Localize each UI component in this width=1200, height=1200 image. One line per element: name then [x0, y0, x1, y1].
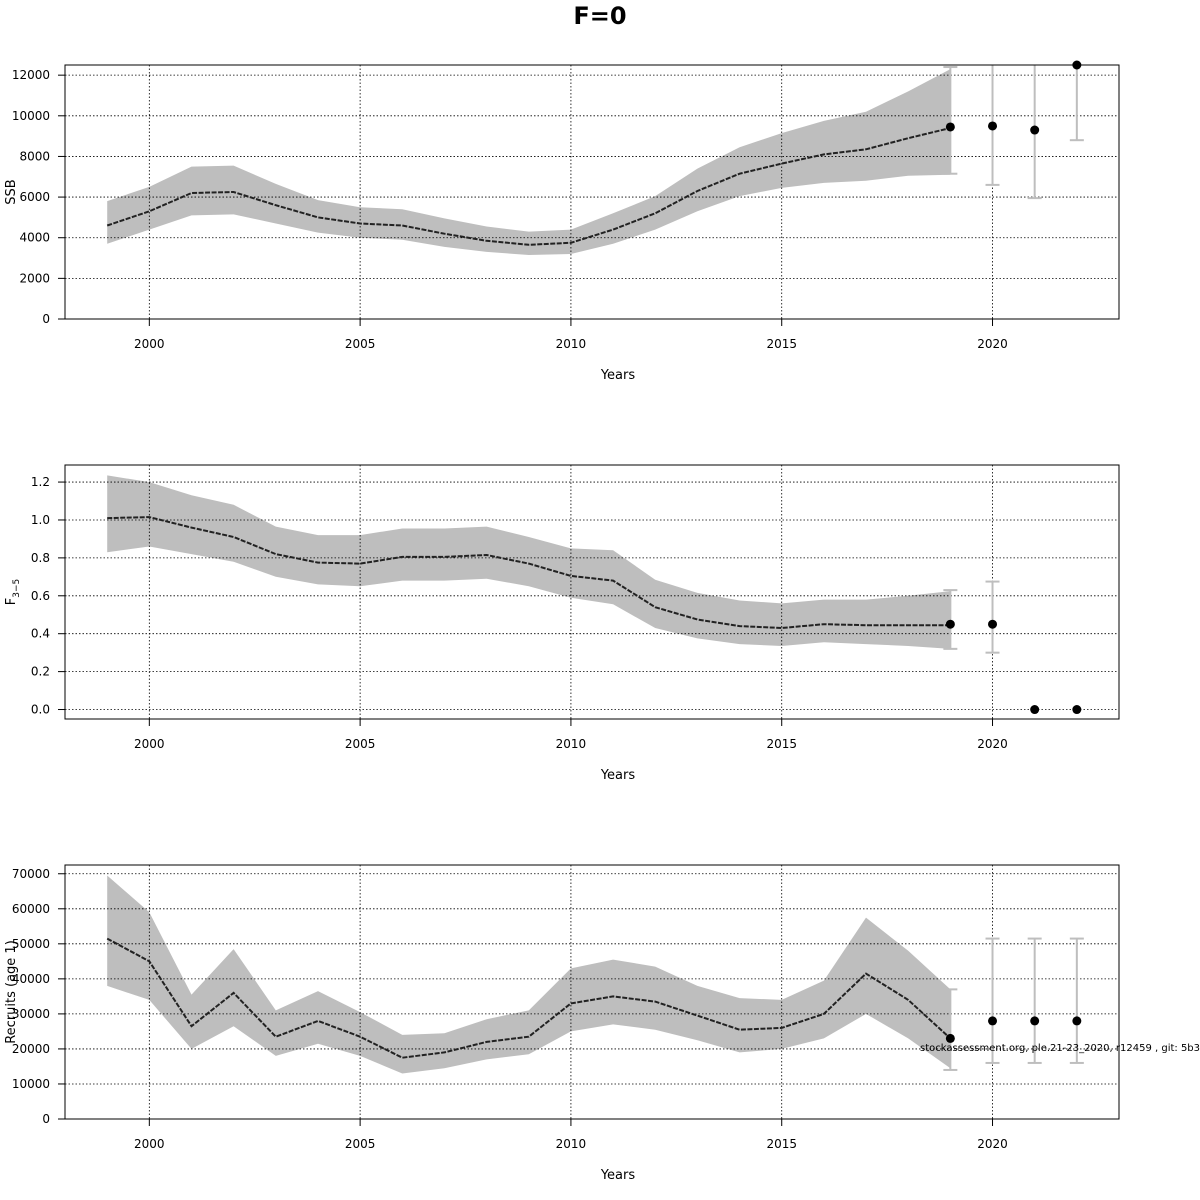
y-tick-label: 0.0 — [31, 703, 50, 717]
y-axis-label: F3−5 — [4, 579, 22, 605]
x-tick-label: 2005 — [345, 737, 376, 751]
y-tick-label: 0.2 — [31, 665, 50, 679]
footnote: stockassessment.org, ple.21-23_2020, r12… — [920, 1043, 1200, 1054]
y-axis-label: SSB — [4, 179, 19, 204]
y-tick-label: 0.6 — [31, 589, 50, 603]
estimate-line — [106, 127, 951, 246]
confidence-band — [107, 875, 951, 1074]
panel-1: 2000 2005 2010 2015 2020 0 2000 4000 6000 8000 100… — [4, 60, 1120, 383]
x-axis-label: Years — [600, 768, 636, 783]
forecast-point — [945, 619, 955, 629]
x-tick-label: 2000 — [134, 337, 165, 351]
panel-2: 2000 2005 2010 2015 2020 0.0 0.2 0.4 0.6 0.8 1.0 1.… — [4, 464, 1120, 783]
x-tick-label: 2020 — [977, 737, 1008, 751]
y-axis-label-main: F — [4, 598, 19, 605]
x-tick-label: 2005 — [345, 1137, 376, 1151]
x-tick-label: 2010 — [556, 737, 587, 751]
forecast-point — [988, 121, 998, 131]
x-tick-label: 2010 — [556, 1137, 587, 1151]
y-tick-label: 4000 — [19, 231, 50, 245]
y-tick-label: 0.8 — [31, 551, 50, 565]
y-tick-label: 60000 — [12, 902, 50, 916]
x-tick-label: 2000 — [134, 737, 165, 751]
y-axis-label: Recruits (age 1) — [4, 940, 19, 1044]
y-axis-label-main: Recruits (age 1) — [4, 940, 19, 1044]
y-tick-label: 6000 — [19, 190, 50, 204]
y-tick-label: 50000 — [12, 937, 50, 951]
forecast-point — [945, 1033, 955, 1043]
x-tick-label: 2000 — [134, 1137, 165, 1151]
x-tick-label: 2010 — [556, 337, 587, 351]
x-tick-label: 2015 — [766, 1137, 797, 1151]
forecast-point — [1072, 705, 1082, 715]
plot-frame — [64, 64, 1120, 320]
y-tick-label: 8000 — [19, 149, 50, 163]
y-tick-label: 1.2 — [31, 475, 50, 489]
y-tick-label: 10000 — [12, 109, 50, 123]
y-axis-label-subscript: 3−5 — [12, 579, 22, 598]
forecast-point — [1030, 1016, 1040, 1026]
y-tick-label: 40000 — [12, 972, 50, 986]
forecast-point — [988, 1016, 998, 1026]
y-tick-label: 0.4 — [31, 627, 50, 641]
x-tick-label: 2005 — [345, 337, 376, 351]
forecast-point — [1030, 125, 1040, 135]
forecast-point — [945, 122, 955, 132]
forecast-point — [1072, 1016, 1082, 1026]
y-axis-label-main: SSB — [4, 179, 19, 204]
y-tick-label: 0 — [42, 312, 50, 326]
x-tick-label: 2020 — [977, 337, 1008, 351]
y-tick-label: 30000 — [12, 1007, 50, 1021]
x-axis-label: Years — [600, 1168, 636, 1183]
plot-frame — [64, 864, 1120, 1120]
y-tick-label: 12000 — [12, 68, 50, 82]
forecast-point — [988, 619, 998, 629]
y-tick-label: 10000 — [12, 1077, 50, 1091]
y-tick-label: 1.0 — [31, 513, 50, 527]
x-tick-label: 2015 — [766, 737, 797, 751]
x-axis-label: Years — [600, 368, 636, 383]
x-tick-label: 2015 — [766, 337, 797, 351]
plot-frame — [64, 464, 1120, 720]
panel-3: 2000 2005 2010 2015 2020 0 10000 20000 30000 4000… — [4, 864, 1120, 1183]
y-tick-label: 70000 — [12, 867, 50, 881]
x-tick-label: 2020 — [977, 1137, 1008, 1151]
figure-title: F=0 — [573, 2, 626, 30]
confidence-band — [107, 475, 951, 649]
y-tick-label: 20000 — [12, 1042, 50, 1056]
y-tick-label: 2000 — [19, 271, 50, 285]
y-tick-label: 0 — [42, 1112, 50, 1126]
estimate-line — [107, 516, 951, 630]
confidence-band — [107, 69, 951, 255]
estimate-line — [106, 937, 952, 1059]
forecast-point — [1030, 705, 1040, 715]
